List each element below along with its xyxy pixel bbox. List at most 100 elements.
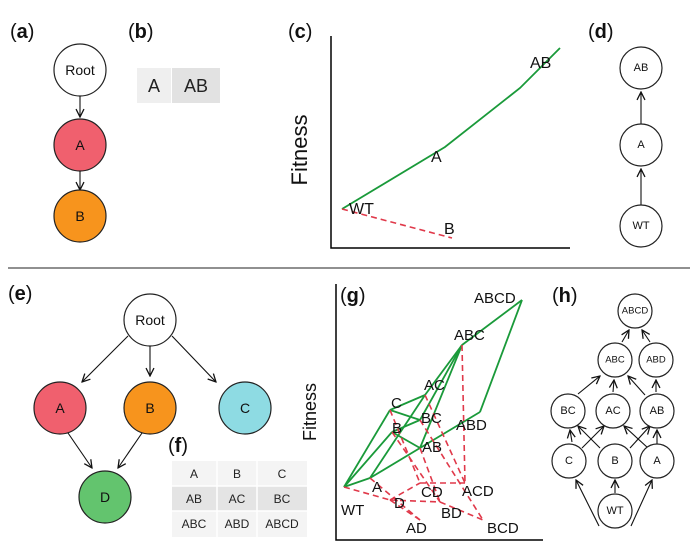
d-node-ab-label: AB bbox=[634, 62, 649, 74]
g-label-bcd: BCD bbox=[487, 520, 519, 537]
g-label-b: B bbox=[392, 420, 402, 437]
h-node-abc bbox=[597, 342, 633, 378]
e-edge-a-d bbox=[67, 432, 92, 468]
panel-h: (h) ABCD ABC ABD BC AC AB C B A bbox=[550, 285, 675, 529]
f-table-mid-row bbox=[172, 486, 307, 511]
h-node-ac-label: AC bbox=[605, 405, 620, 417]
e-node-a-label: A bbox=[55, 400, 65, 416]
e-node-b-label: B bbox=[145, 400, 154, 416]
h-node-a-label: A bbox=[653, 455, 661, 467]
g-label-abd: ABD bbox=[456, 417, 487, 434]
g-label-cd: CD bbox=[421, 484, 443, 501]
panel-c-path-wt-b bbox=[341, 208, 453, 239]
g-edge-d-bd bbox=[389, 499, 441, 503]
node-a-label: A bbox=[75, 137, 85, 153]
h-edge-bc-abc bbox=[577, 376, 600, 395]
h-node-bc bbox=[550, 393, 586, 429]
d-node-wt bbox=[619, 204, 663, 248]
genotype-cell-ab bbox=[172, 68, 220, 103]
g-edge-ac-acd bbox=[424, 394, 466, 484]
g-edge-abd-abcd bbox=[479, 299, 523, 413]
h-node-bc-label: BC bbox=[560, 405, 575, 417]
g-label-c: C bbox=[391, 395, 402, 412]
g-edge-b-ab bbox=[391, 431, 421, 449]
d-node-wt-label: WT bbox=[632, 220, 649, 232]
genotype-cell-a-text: A bbox=[148, 76, 160, 96]
h-node-c bbox=[551, 443, 587, 479]
g-edge-ac-abc bbox=[424, 344, 463, 396]
g-label-abc: ABC bbox=[454, 327, 485, 344]
g-label-acd: ACD bbox=[462, 483, 494, 500]
panel-f-label: (f) bbox=[168, 435, 188, 457]
genotype-cell-a bbox=[137, 68, 171, 103]
g-edge-abc-acd bbox=[461, 344, 466, 484]
g-label-bd: BD bbox=[441, 505, 462, 522]
g-edge-a-ac bbox=[369, 394, 426, 479]
h-node-ab bbox=[639, 393, 675, 429]
g-label-ab: AB bbox=[422, 439, 442, 456]
e-edge-root-a bbox=[82, 335, 129, 382]
f-cell-0-1: B bbox=[233, 467, 241, 481]
g-label-ac: AC bbox=[424, 377, 445, 394]
genotype-cell-ab-text: AB bbox=[184, 76, 208, 96]
panel-a: (a) Root A B bbox=[10, 21, 107, 243]
h-edge-wt-c bbox=[576, 480, 600, 527]
panel-d: (d) AB A WT bbox=[588, 21, 663, 248]
g-edge-c-ac bbox=[389, 394, 426, 411]
f-cell-0-2: C bbox=[278, 467, 287, 481]
panel-c-ylabel: Fitness bbox=[287, 115, 312, 186]
panel-c: (c) Fitness WT A AB B bbox=[287, 21, 570, 249]
g-edge-c-bc bbox=[389, 409, 421, 421]
e-node-a bbox=[33, 381, 87, 435]
panel-g-axes bbox=[335, 284, 543, 541]
panel-c-label-b: B bbox=[444, 221, 455, 238]
g-edge-b-bc bbox=[391, 419, 421, 433]
g-edge-bd-bcd bbox=[439, 501, 484, 521]
g-edge-d-ad bbox=[389, 499, 421, 521]
g-edge-c-cd bbox=[389, 409, 421, 484]
panel-c-axes bbox=[330, 36, 570, 249]
h-edge-c-bc bbox=[570, 430, 572, 443]
d-node-a-label: A bbox=[637, 139, 645, 151]
panel-c-label-wt: WT bbox=[349, 201, 374, 218]
h-node-abd-label: ABD bbox=[646, 355, 666, 366]
f-cell-1-2: BC bbox=[274, 492, 291, 506]
g-label-bc: BC bbox=[421, 410, 442, 427]
d-node-ab bbox=[619, 46, 663, 90]
g-edge-wt-a bbox=[343, 477, 371, 488]
panel-g-red-paths bbox=[343, 344, 484, 521]
h-edge-c-ac bbox=[581, 426, 604, 449]
g-edge-abc-abcd bbox=[461, 299, 523, 346]
panel-a-label: (a) bbox=[10, 21, 34, 43]
h-node-c-label: C bbox=[565, 455, 573, 467]
h-node-abd bbox=[638, 342, 674, 378]
panel-f: (f) A B C AB AC BC ABC ABD ABCD bbox=[168, 435, 307, 537]
g-edge-d-cd bbox=[389, 482, 421, 501]
f-cell-2-0: ABC bbox=[182, 517, 207, 531]
e-node-d bbox=[78, 470, 132, 524]
g-edge-a-ad bbox=[369, 477, 421, 521]
e-node-c bbox=[218, 381, 272, 435]
h-node-ac bbox=[595, 393, 631, 429]
root-node-label: Root bbox=[65, 62, 95, 78]
panel-c-label: (c) bbox=[288, 21, 312, 43]
h-node-abcd bbox=[617, 293, 653, 329]
h-node-wt bbox=[597, 493, 633, 529]
panel-g-green-paths bbox=[343, 299, 523, 488]
g-edge-wt-d bbox=[343, 486, 391, 501]
e-root-label: Root bbox=[135, 312, 165, 328]
panel-g-label: (g) bbox=[340, 285, 366, 307]
node-b bbox=[53, 189, 107, 243]
h-node-b-label: B bbox=[611, 455, 618, 467]
panel-h-label: (h) bbox=[552, 285, 578, 307]
g-edge-wt-b bbox=[343, 431, 393, 488]
d-node-a bbox=[619, 123, 663, 167]
panel-c-label-a: A bbox=[431, 149, 442, 166]
e-edge-b-d bbox=[118, 432, 143, 468]
h-edge-wt-a bbox=[630, 480, 652, 527]
g-edge-a-ab bbox=[369, 447, 421, 479]
h-node-abcd-label: ABCD bbox=[622, 306, 649, 317]
panel-b-label: (b) bbox=[128, 21, 154, 43]
g-edge-bc-abc bbox=[419, 344, 463, 421]
